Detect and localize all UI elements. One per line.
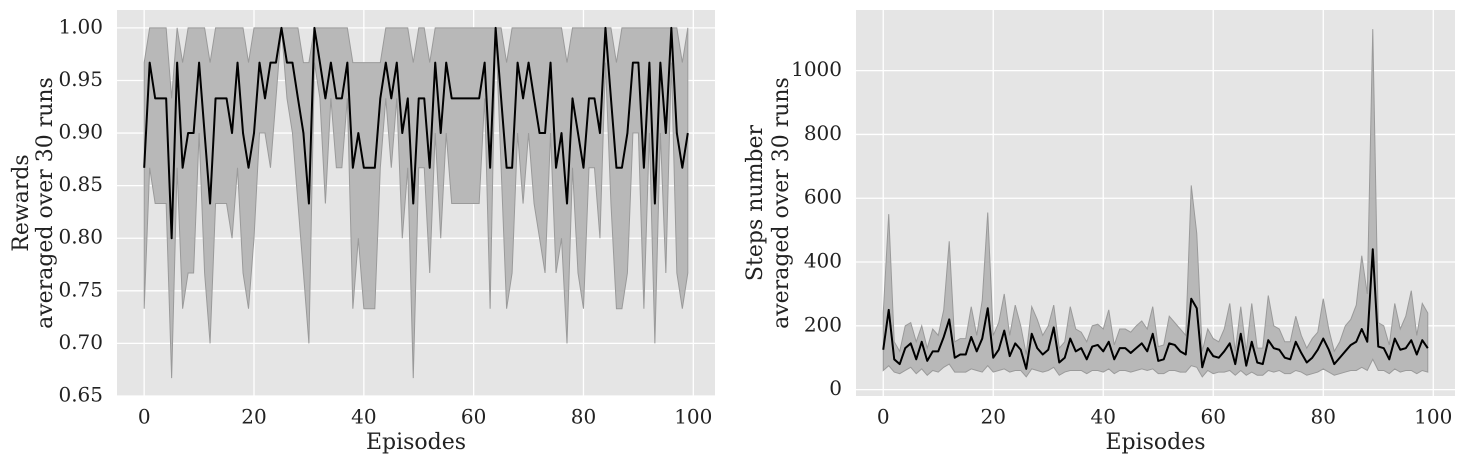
x-tick-label: 80: [1311, 405, 1336, 429]
x-tick-label: 60: [1201, 405, 1226, 429]
mean-line: [882, 248, 1429, 370]
x-tick-label: 0: [138, 405, 151, 429]
y-tick-label: 0.80: [58, 225, 103, 249]
y-tick-label: 0.85: [58, 172, 103, 196]
y-tick-label: 1.00: [58, 14, 103, 38]
y-tick-label: 800: [804, 121, 842, 145]
y-axis-label: averaged over 30 runs: [769, 77, 794, 329]
subplot: 0 20 40 60 80 10002004006008001000EpisodesSte…: [743, 10, 1455, 455]
y-axis-label: Steps number: [743, 124, 768, 281]
x-axis-label: Episodes: [366, 430, 466, 455]
mean-line: [143, 26, 689, 240]
x-tick-label: 80: [571, 405, 596, 429]
band: [143, 27, 689, 379]
x-tick-label: 20: [981, 405, 1006, 429]
plot-area: [143, 26, 689, 379]
x-tick-label: 100: [674, 405, 712, 429]
subplot: 0 20 40 60 80 100 0.65 0.70 0.75 0.80 0.85 0.90 0.95…: [9, 10, 715, 455]
x-tick-label: 40: [1091, 405, 1116, 429]
y-tick-label: 0.65: [58, 383, 103, 407]
x-tick-label: 60: [461, 405, 486, 429]
y-tick-label: 0.90: [58, 120, 103, 144]
x-tick-label: 40: [351, 405, 376, 429]
y-tick-label: 200: [804, 312, 842, 336]
x-tick-label: 0: [877, 405, 890, 429]
y-tick-label: 600: [804, 185, 842, 209]
x-tick-label: 20: [241, 405, 266, 429]
y-tick-label: 0.95: [58, 67, 103, 91]
y-axis-label: averaged over 30 runs: [33, 77, 58, 329]
band: [882, 29, 1429, 378]
y-tick-label: 400: [804, 249, 842, 273]
y-tick-label: 0.75: [58, 277, 103, 301]
y-tick-label: 1000: [791, 57, 842, 81]
x-axis-label: Episodes: [1105, 430, 1205, 455]
y-tick-label: 0: [829, 376, 842, 400]
y-tick-label: 0.70: [58, 330, 103, 354]
y-axis-label: Rewards: [9, 154, 34, 251]
plot-area: [882, 29, 1429, 378]
x-tick-label: 100: [1414, 405, 1452, 429]
